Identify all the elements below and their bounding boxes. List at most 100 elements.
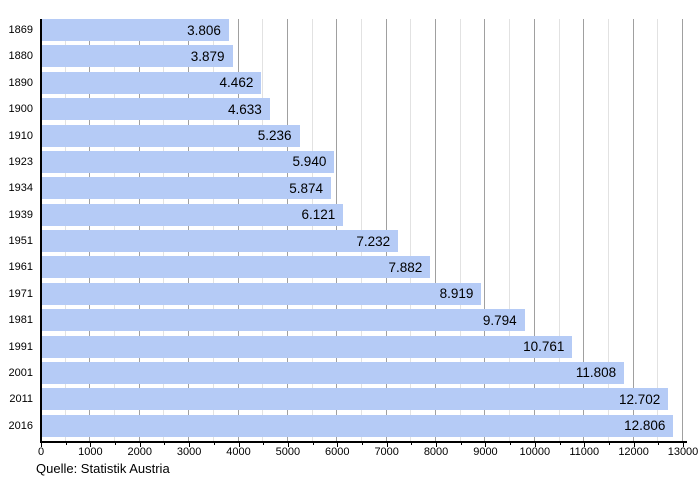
y-label-1869: 1869 (8, 24, 33, 36)
bar-value-label: 10.761 (523, 339, 565, 354)
x-tick-minor (115, 442, 117, 445)
gridline-minor (410, 19, 412, 441)
bar-row-1981: 9.794 (41, 309, 683, 335)
bar-1991: 10.761 (41, 335, 573, 358)
bar-row-1951: 7.232 (41, 230, 683, 256)
gridline-major (484, 19, 486, 441)
gridline-minor (607, 19, 609, 441)
bar-1934: 5.874 (41, 177, 332, 200)
bar-value-label: 12.806 (624, 418, 666, 434)
y-label-1880: 1880 (8, 50, 33, 63)
x-tick-minor (312, 442, 314, 445)
x-tick-label-12000: 12000 (618, 446, 649, 458)
bar-row-1934: 5.874 (41, 177, 683, 203)
gridline-major (533, 19, 535, 441)
x-tick-minor (65, 442, 67, 445)
gridline-minor (509, 19, 511, 441)
bar-value-label: 3.806 (187, 22, 221, 38)
bar-row-1991: 10.761 (41, 335, 683, 362)
bar-row-1961: 7.882 (41, 256, 683, 282)
x-tick-label-10000: 10000 (519, 446, 551, 458)
gridline-minor (558, 19, 560, 441)
y-label-1981: 1981 (8, 314, 33, 327)
bar-value-label: 7.232 (356, 233, 391, 249)
x-tick-label-3000: 3000 (176, 446, 202, 458)
x-tick-major (683, 442, 684, 447)
y-label-1923: 1923 (8, 155, 33, 168)
x-tick-minor (510, 442, 512, 445)
x-tick-label-5000: 5000 (275, 446, 301, 458)
bar-row-2001: 11.808 (41, 361, 683, 388)
y-label-1934: 1934 (8, 182, 33, 195)
x-tick-label-1000: 1000 (78, 446, 103, 458)
bar-value-label: 5.940 (292, 154, 327, 170)
bar-1951: 7.232 (41, 230, 399, 252)
y-label-1910: 1910 (8, 129, 33, 142)
y-label-1991: 1991 (8, 340, 33, 353)
y-label-2011: 2011 (9, 393, 33, 406)
x-tick-label-6000: 6000 (325, 446, 350, 458)
bar-row-1923: 5.940 (41, 150, 683, 177)
x-tick-label-7000: 7000 (374, 446, 399, 458)
bar-row-2011: 12.702 (41, 388, 683, 414)
bar-row-1900: 4.633 (41, 98, 683, 124)
x-tick-label-4000: 4000 (226, 446, 251, 458)
bar-value-label: 7.882 (388, 259, 423, 275)
x-tick-label-9000: 9000 (473, 446, 498, 458)
gridline-minor (459, 19, 461, 441)
bar-1900: 4.633 (41, 98, 270, 121)
bar-value-label: 6.121 (301, 207, 336, 223)
y-label-2016: 2016 (8, 419, 33, 432)
bar-row-2016: 12.806 (41, 414, 683, 441)
y-label-1971: 1971 (8, 287, 33, 300)
y-label-1900: 1900 (8, 103, 33, 116)
x-tick-major (287, 442, 289, 447)
bar-row-1890: 4.462 (41, 71, 683, 98)
bar-1923: 5.940 (41, 150, 335, 173)
bar-row-1910: 5.236 (41, 124, 683, 151)
x-tick-minor (263, 442, 265, 445)
bar-2016: 12.806 (41, 414, 674, 437)
y-label-1890: 1890 (8, 76, 33, 89)
bar-value-label: 3.879 (190, 48, 225, 64)
bar-1869: 3.806 (41, 19, 229, 41)
bar-row-1939: 6.121 (41, 203, 683, 230)
bar-1961: 7.882 (41, 256, 431, 279)
y-label-1939: 1939 (8, 208, 33, 221)
x-tick-major (90, 442, 92, 447)
y-label-1961: 1961 (8, 261, 33, 274)
x-tick-minor (411, 442, 413, 445)
bar-row-1971: 8.919 (41, 282, 683, 309)
bar-2001: 11.808 (41, 361, 625, 384)
bar-1939: 6.121 (41, 203, 344, 226)
bar-value-label: 12.702 (618, 391, 661, 407)
x-tick-major (436, 442, 438, 447)
bar-value-label: 11.808 (575, 365, 617, 381)
bar-2011: 12.702 (41, 388, 669, 411)
bar-value-label: 4.462 (219, 75, 254, 91)
x-tick-major (584, 442, 586, 447)
x-tick-minor (213, 442, 215, 445)
x-tick-major (386, 442, 388, 447)
bar-row-1880: 3.879 (41, 45, 683, 71)
gridline-minor (657, 19, 659, 441)
bar-rows: 3.806 3.879 4.462 4.633 5.236 5.940 5.874 6.121… (41, 19, 683, 441)
x-tick-label-2000: 2000 (127, 446, 152, 458)
bar-row-1869: 3.806 (41, 19, 683, 45)
gridline-major (682, 19, 683, 441)
x-tick-label-11000: 11000 (569, 446, 600, 458)
bar-value-label: 5.236 (257, 128, 292, 143)
x-tick-major (238, 442, 240, 447)
x-tick-major (139, 442, 141, 447)
y-label-2001: 2001 (8, 366, 33, 379)
bar-1981: 9.794 (41, 309, 525, 332)
x-tick-minor (362, 442, 363, 445)
x-tick-minor (164, 442, 166, 445)
x-tick-major (633, 442, 635, 447)
x-axis-line (40, 441, 687, 443)
x-tick-minor (460, 442, 462, 445)
source-note: Quelle: Statistik Austria (36, 461, 170, 476)
x-tick-major (534, 442, 536, 447)
y-label-1951: 1951 (8, 235, 33, 247)
x-tick-label-0: 0 (37, 446, 45, 458)
